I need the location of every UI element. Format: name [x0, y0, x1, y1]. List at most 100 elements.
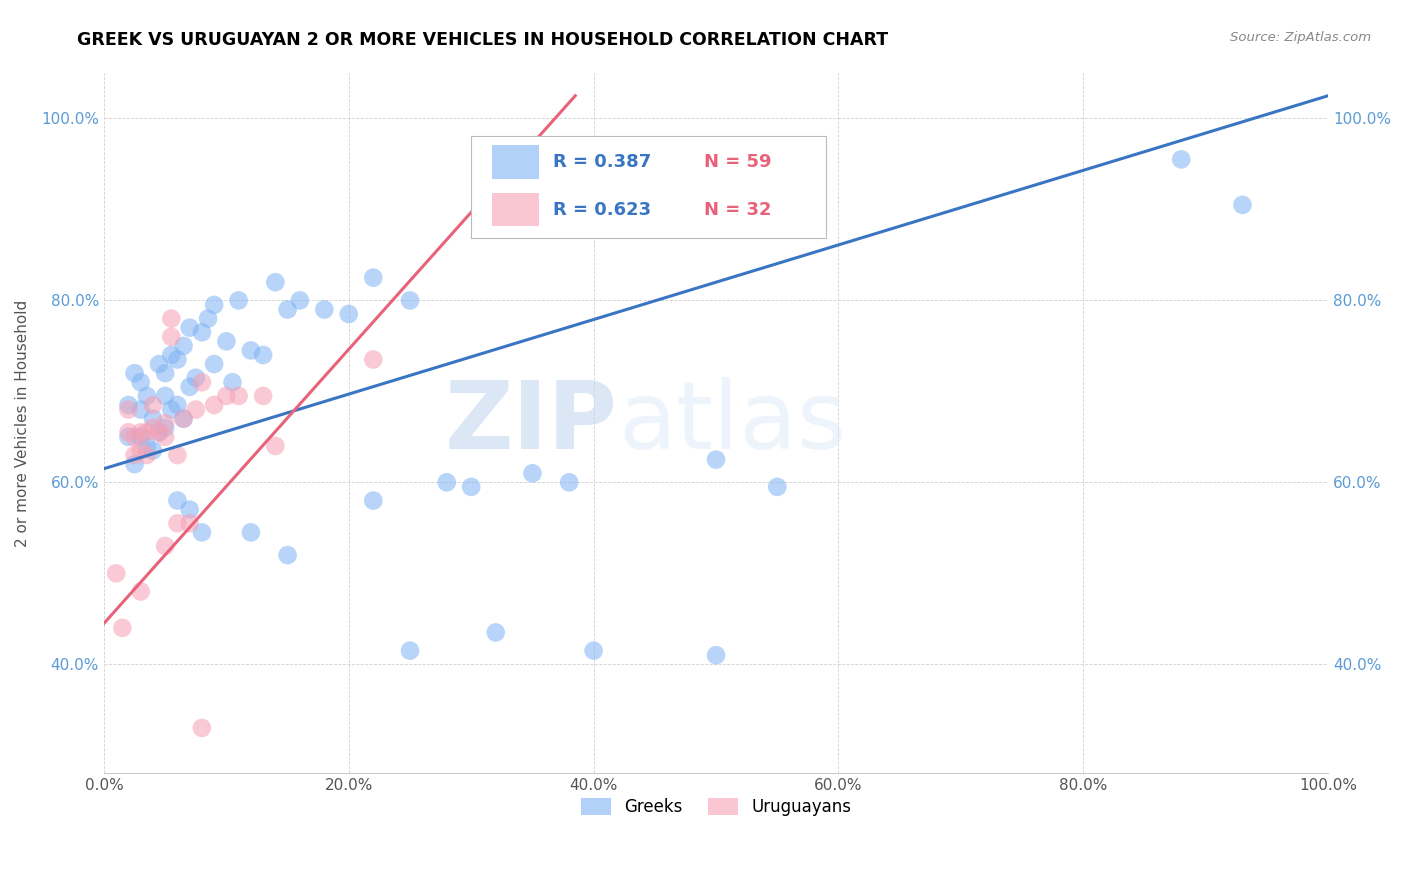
Point: [153, 366, 176, 380]
Point: [148, 425, 170, 440]
Point: [252, 389, 274, 403]
Point: [160, 348, 183, 362]
Text: R = 0.623: R = 0.623: [553, 201, 651, 219]
Point: [160, 330, 183, 344]
Point: [179, 502, 201, 516]
Point: [436, 475, 458, 490]
Bar: [492, 145, 538, 179]
Point: [184, 402, 207, 417]
Point: [117, 430, 139, 444]
Point: [135, 439, 157, 453]
Point: [148, 425, 170, 440]
Text: GREEK VS URUGUAYAN 2 OR MORE VEHICLES IN HOUSEHOLD CORRELATION CHART: GREEK VS URUGUAYAN 2 OR MORE VEHICLES IN…: [77, 31, 889, 49]
Point: [166, 493, 188, 508]
Text: atlas: atlas: [619, 377, 846, 469]
Point: [166, 398, 188, 412]
Point: [160, 402, 183, 417]
Point: [1170, 153, 1192, 167]
Point: [153, 389, 176, 403]
Point: [1232, 198, 1254, 212]
Point: [153, 539, 176, 553]
Point: [485, 625, 508, 640]
Point: [179, 380, 201, 394]
Point: [142, 443, 165, 458]
Point: [124, 457, 146, 471]
Point: [135, 448, 157, 462]
Point: [522, 467, 544, 481]
Point: [399, 293, 422, 308]
Point: [264, 275, 287, 289]
Point: [288, 293, 311, 308]
Point: [166, 516, 188, 531]
FancyBboxPatch shape: [471, 136, 827, 237]
Point: [142, 411, 165, 425]
Point: [153, 416, 176, 430]
Point: [153, 421, 176, 435]
Point: [129, 376, 152, 390]
Point: [704, 452, 727, 467]
Point: [202, 357, 225, 371]
Point: [124, 366, 146, 380]
Legend: Greeks, Uruguayans: Greeks, Uruguayans: [572, 789, 859, 824]
Point: [160, 311, 183, 326]
Point: [191, 525, 214, 540]
Point: [704, 648, 727, 662]
Point: [166, 352, 188, 367]
Point: [191, 325, 214, 339]
Point: [129, 584, 152, 599]
Text: Source: ZipAtlas.com: Source: ZipAtlas.com: [1230, 31, 1371, 45]
Point: [179, 516, 201, 531]
Point: [202, 298, 225, 312]
Point: [314, 302, 336, 317]
Point: [173, 339, 195, 353]
Point: [277, 302, 299, 317]
Point: [361, 270, 384, 285]
Point: [215, 334, 238, 349]
Point: [337, 307, 360, 321]
Point: [117, 402, 139, 417]
Text: N = 32: N = 32: [704, 201, 772, 219]
Point: [111, 621, 134, 635]
Point: [191, 376, 214, 390]
Point: [228, 389, 250, 403]
Point: [179, 320, 201, 334]
Point: [124, 430, 146, 444]
Point: [361, 493, 384, 508]
Point: [202, 398, 225, 412]
Point: [264, 439, 287, 453]
Point: [135, 425, 157, 440]
Point: [399, 643, 422, 657]
Point: [215, 389, 238, 403]
Point: [184, 370, 207, 384]
Point: [766, 480, 789, 494]
Text: R = 0.387: R = 0.387: [553, 153, 651, 171]
Point: [460, 480, 482, 494]
Point: [124, 448, 146, 462]
Point: [153, 430, 176, 444]
Point: [129, 425, 152, 440]
Point: [166, 448, 188, 462]
Text: N = 59: N = 59: [704, 153, 772, 171]
Point: [558, 475, 581, 490]
Point: [117, 425, 139, 440]
Point: [173, 411, 195, 425]
Point: [191, 721, 214, 735]
Point: [129, 402, 152, 417]
Point: [148, 357, 170, 371]
Point: [228, 293, 250, 308]
Point: [142, 421, 165, 435]
Point: [142, 398, 165, 412]
Point: [117, 398, 139, 412]
Text: ZIP: ZIP: [446, 377, 619, 469]
Point: [105, 566, 128, 581]
Point: [221, 376, 243, 390]
Point: [277, 548, 299, 562]
Bar: [492, 193, 538, 227]
Y-axis label: 2 or more Vehicles in Household: 2 or more Vehicles in Household: [15, 300, 30, 547]
Point: [239, 525, 262, 540]
Point: [129, 443, 152, 458]
Point: [252, 348, 274, 362]
Point: [361, 352, 384, 367]
Point: [135, 389, 157, 403]
Point: [197, 311, 219, 326]
